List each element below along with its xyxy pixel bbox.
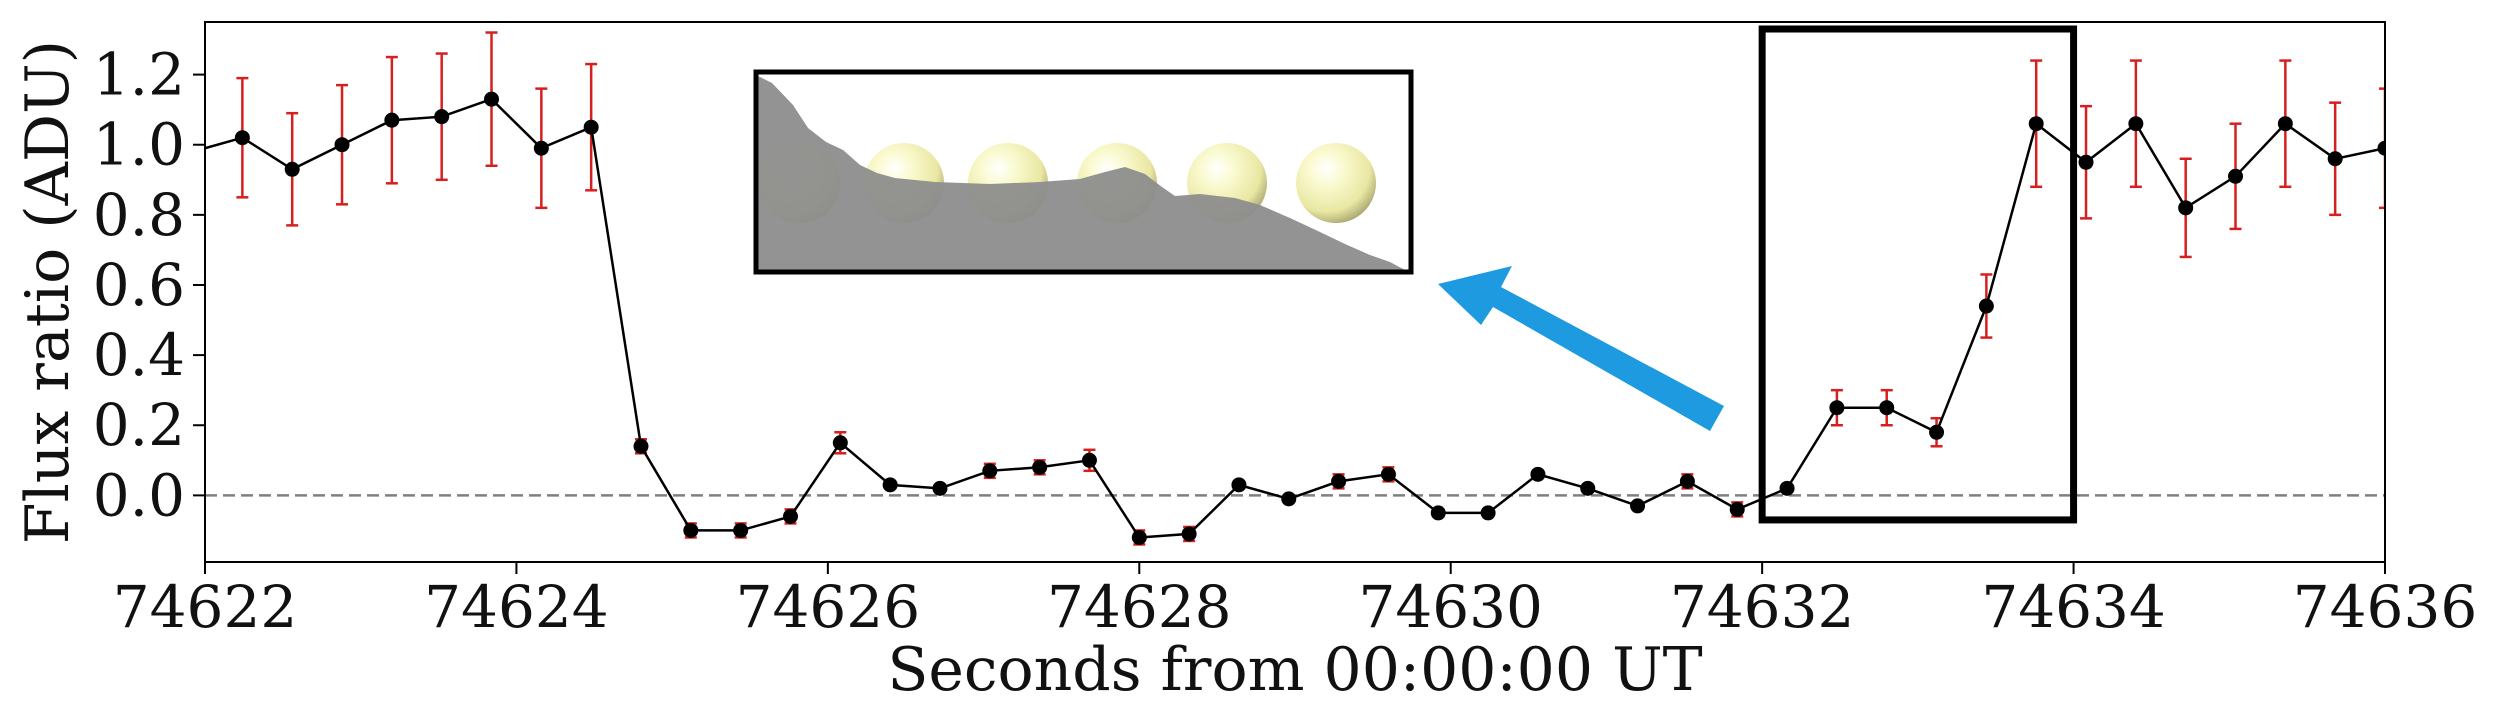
data-point — [2078, 154, 2094, 170]
x-tick-label: 74626 — [736, 573, 921, 641]
data-point — [1829, 400, 1845, 416]
data-point — [2377, 140, 2385, 156]
data-point — [1480, 505, 1496, 521]
x-axis-ticks: 74622 74624 74626 74628 74630 74632 74634 74636 — [113, 562, 2478, 641]
data-point — [1231, 477, 1247, 493]
data-point — [1679, 473, 1695, 489]
y-tick-label: 1.2 — [93, 41, 185, 109]
data-point — [1380, 466, 1396, 482]
data-point — [1879, 400, 1895, 416]
data-point — [633, 438, 649, 454]
inset-frame — [753, 69, 1414, 275]
data-point — [2178, 200, 2194, 216]
data-point — [1580, 480, 1596, 496]
highlight-box — [1758, 25, 2078, 524]
data-point — [733, 522, 749, 538]
x-tick-label: 74630 — [1358, 573, 1543, 641]
plot-frame — [204, 21, 2386, 563]
y-tick-label: 0.0 — [93, 461, 185, 529]
data-point — [2228, 168, 2244, 184]
data-point — [1929, 424, 1945, 440]
data-point — [533, 140, 549, 156]
data-point — [1729, 501, 1745, 517]
data-point — [2277, 116, 2293, 132]
data-point — [832, 435, 848, 451]
data-point — [484, 91, 500, 107]
data-point — [1331, 473, 1347, 489]
data-point — [932, 480, 948, 496]
blue-arrow — [1438, 266, 1724, 431]
data-point — [1630, 498, 1646, 514]
inset-sphere — [1296, 143, 1376, 223]
y-tick-label: 0.6 — [93, 251, 185, 319]
data-point — [1430, 505, 1446, 521]
data-point — [683, 522, 699, 538]
data-point — [1181, 526, 1197, 542]
data-point — [284, 161, 300, 177]
y-axis-title: Flux ratio (ADU) — [13, 40, 83, 544]
x-tick-label: 74622 — [113, 573, 298, 641]
data-point — [1978, 298, 1994, 314]
y-tick-label: 1.0 — [93, 111, 185, 179]
y-tick-label: 0.2 — [93, 391, 185, 459]
data-point — [1530, 466, 1546, 482]
inset-illustration — [753, 69, 1414, 275]
data-point — [2327, 151, 2343, 167]
x-tick-label: 74636 — [2293, 573, 2478, 641]
inset-occulting-silhouette — [756, 75, 1405, 270]
x-axis-title: Seconds from 00:00:00 UT — [887, 635, 1702, 705]
data-point — [583, 119, 599, 135]
data-point — [1281, 491, 1297, 507]
data-point — [882, 477, 898, 493]
data-point — [982, 463, 998, 479]
data-point — [1779, 480, 1795, 496]
x-tick-label: 74632 — [1670, 573, 1855, 641]
error-bar — [187, 92, 199, 211]
data-points-group — [185, 91, 2385, 545]
y-axis-ticks: 0.00.20.40.60.81.01.2 — [93, 41, 205, 529]
data-point — [185, 144, 200, 159]
data-point — [1032, 459, 1048, 475]
y-tick-label: 0.4 — [93, 321, 185, 389]
data-point — [2128, 116, 2144, 132]
data-point — [782, 508, 798, 524]
data-point — [234, 130, 250, 146]
data-point — [384, 112, 400, 128]
data-point — [1081, 452, 1097, 468]
y-tick-label: 0.8 — [93, 181, 185, 249]
x-tick-label: 74624 — [424, 573, 609, 641]
data-point — [334, 137, 350, 153]
data-point — [434, 109, 450, 125]
blue-arrow-shape — [1438, 266, 1724, 431]
error-bar — [2379, 87, 2385, 210]
x-tick-label: 74634 — [1981, 573, 2166, 641]
data-point — [1131, 529, 1147, 545]
data-point — [2028, 116, 2044, 132]
x-tick-label: 74628 — [1047, 573, 1232, 641]
